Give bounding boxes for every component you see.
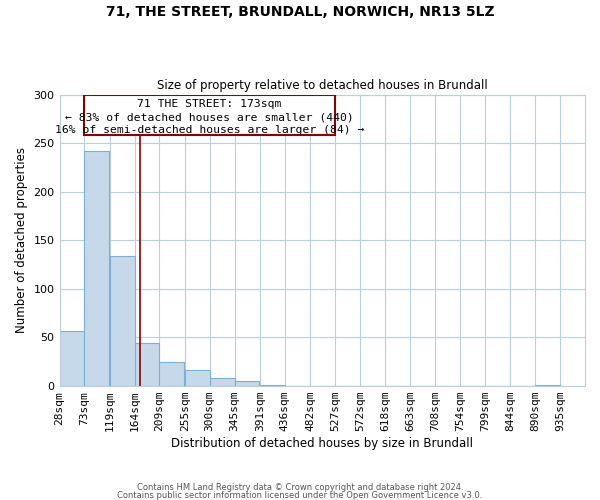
Bar xyxy=(185,370,209,386)
Text: Contains public sector information licensed under the Open Government Licence v3: Contains public sector information licen… xyxy=(118,490,482,500)
Bar xyxy=(209,378,235,386)
Text: 16% of semi-detached houses are larger (84) →: 16% of semi-detached houses are larger (… xyxy=(55,124,364,134)
Bar xyxy=(235,381,259,386)
Title: Size of property relative to detached houses in Brundall: Size of property relative to detached ho… xyxy=(157,79,488,92)
Text: 71, THE STREET, BRUNDALL, NORWICH, NR13 5LZ: 71, THE STREET, BRUNDALL, NORWICH, NR13 … xyxy=(106,5,494,19)
Bar xyxy=(160,362,184,386)
X-axis label: Distribution of detached houses by size in Brundall: Distribution of detached houses by size … xyxy=(171,437,473,450)
Bar xyxy=(59,330,85,386)
Text: ← 83% of detached houses are smaller (440): ← 83% of detached houses are smaller (44… xyxy=(65,112,354,122)
Text: Contains HM Land Registry data © Crown copyright and database right 2024.: Contains HM Land Registry data © Crown c… xyxy=(137,483,463,492)
Bar xyxy=(535,385,560,386)
Text: 71 THE STREET: 173sqm: 71 THE STREET: 173sqm xyxy=(137,100,282,110)
Bar xyxy=(85,94,335,136)
Y-axis label: Number of detached properties: Number of detached properties xyxy=(15,148,28,334)
Bar xyxy=(134,344,160,386)
Bar xyxy=(260,385,285,386)
Bar xyxy=(85,151,109,386)
Bar xyxy=(110,256,134,386)
